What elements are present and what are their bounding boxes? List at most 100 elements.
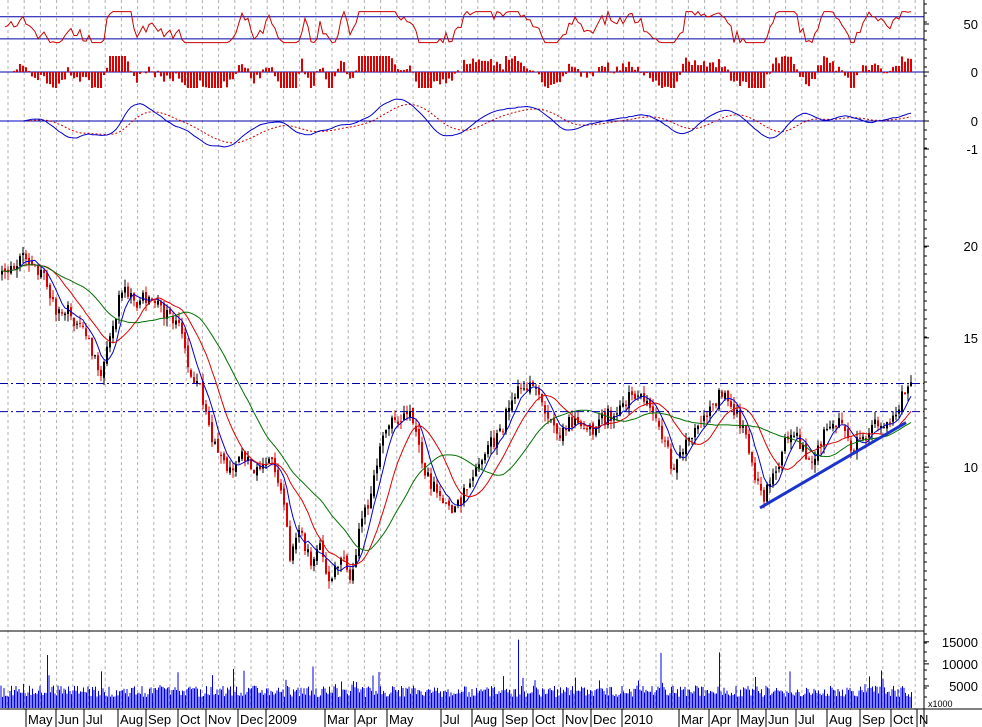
candle-body — [217, 438, 219, 453]
x-tick-label: Dec — [593, 712, 617, 727]
hist-bar — [784, 56, 786, 72]
rsi-tick-label: 50 — [964, 17, 978, 32]
hist-bar — [832, 61, 834, 72]
hist-bar — [37, 72, 39, 81]
hist-bar — [712, 62, 714, 72]
candle-body — [493, 437, 495, 448]
x-tick-label: Apr — [357, 712, 378, 727]
hist-bar — [376, 56, 378, 72]
hist-bar — [655, 72, 657, 81]
hist-bar — [826, 57, 828, 72]
hist-bar — [67, 67, 69, 72]
candle-body — [376, 465, 378, 474]
candle-body — [535, 387, 537, 389]
hist-bar — [370, 56, 372, 72]
candle-body — [178, 319, 180, 323]
hist-bar — [661, 72, 663, 88]
candle-body — [103, 361, 105, 378]
hist-bar — [148, 66, 150, 72]
hist-bar — [442, 72, 444, 80]
hist-bar — [484, 60, 486, 72]
candle-body — [520, 387, 522, 389]
candle-body — [664, 440, 666, 442]
candle-body — [175, 320, 177, 325]
candle-body — [505, 408, 507, 432]
candle-body — [511, 400, 513, 411]
hist-bar — [112, 56, 114, 72]
candle-body — [427, 472, 429, 476]
candle-body — [847, 428, 849, 439]
candle-body — [187, 345, 189, 368]
candle-body — [415, 425, 417, 432]
candle-body — [202, 381, 204, 405]
hist-bar — [361, 56, 363, 72]
candle-body — [760, 483, 762, 491]
hist-bar — [694, 60, 696, 72]
hist-bar — [52, 72, 54, 88]
candle-body — [829, 426, 831, 429]
candle-body — [22, 253, 24, 256]
hist-bar — [715, 67, 717, 72]
hist-bar — [16, 69, 18, 72]
hist-bar — [691, 65, 693, 72]
hist-bar — [340, 60, 342, 72]
candle-body — [844, 426, 846, 431]
hist-bar — [538, 72, 540, 75]
hist-bar — [325, 72, 327, 80]
hist-bar — [493, 65, 495, 72]
candle-body — [121, 292, 123, 298]
candle-body — [835, 425, 837, 427]
hist-bar — [514, 56, 516, 72]
hist-bar — [745, 72, 747, 82]
hist-bar — [862, 65, 864, 72]
hist-bar — [673, 72, 675, 88]
candle-body — [466, 489, 468, 491]
hist-bar — [523, 66, 525, 72]
candle-body — [280, 482, 282, 491]
candle-body — [88, 338, 90, 340]
volume-panel — [0, 639, 912, 708]
x-tick-label: Oct — [893, 712, 914, 727]
hist-bar — [580, 72, 582, 77]
hist-bar — [235, 72, 237, 74]
volume-unit-label: x1000 — [928, 699, 953, 709]
hist-bar — [349, 72, 351, 79]
hist-bar — [274, 72, 276, 77]
candle-body — [424, 462, 426, 476]
hist-bar — [283, 72, 285, 88]
candle-body — [877, 420, 879, 427]
candle-body — [496, 433, 498, 448]
candle-body — [316, 549, 318, 561]
candle-body — [886, 421, 888, 429]
hist-bar — [577, 69, 579, 72]
candle-body — [52, 297, 54, 300]
candle-body — [271, 457, 273, 460]
candle-body — [145, 292, 147, 304]
x-tick-label: Dec — [240, 712, 264, 727]
hist-bar — [121, 56, 123, 72]
x-tick-label: 2009 — [268, 712, 297, 727]
candle-body — [421, 442, 423, 464]
hist-bar — [358, 56, 360, 72]
hist-bar — [28, 70, 30, 72]
hist-bar — [304, 72, 306, 75]
candle-body — [484, 454, 486, 461]
hist-bar — [703, 61, 705, 72]
hist-bar — [172, 72, 174, 82]
x-tick-label: Aug — [120, 712, 143, 727]
hist-bar — [352, 72, 354, 78]
candle-body — [229, 467, 231, 473]
candle-body — [643, 393, 645, 402]
candle-body — [775, 471, 777, 473]
hist-bar — [166, 72, 168, 76]
candle-body — [73, 317, 75, 326]
hist-bar — [751, 72, 753, 88]
hist-bar — [151, 71, 153, 72]
hist-bar — [262, 69, 264, 72]
hist-bar — [730, 72, 732, 81]
hist-bar — [346, 72, 348, 75]
candle-body — [481, 460, 483, 465]
hist-bar — [355, 70, 357, 72]
candle-body — [472, 477, 474, 481]
hist-bar — [271, 67, 273, 72]
